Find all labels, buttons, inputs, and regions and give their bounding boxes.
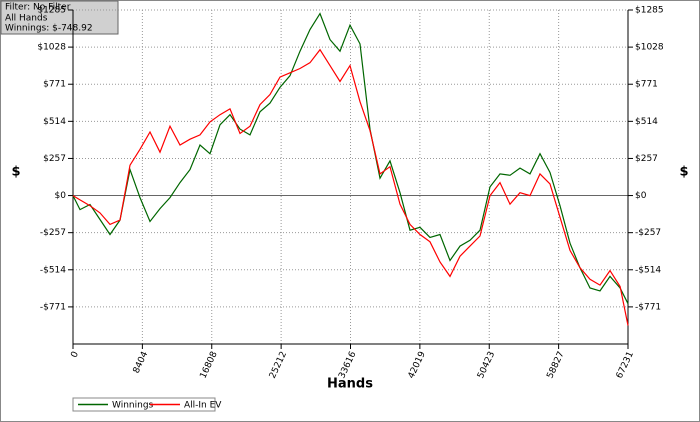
info-line: Filter: No Filter [5, 3, 71, 13]
y2-tick-label: $771 [635, 80, 658, 90]
y2-tick-label: $514 [635, 117, 658, 127]
y-axis-title: $ [11, 165, 20, 180]
y2-tick-label: -$514 [635, 265, 661, 275]
y2-tick-label: $1028 [635, 43, 664, 53]
legend-label: Winnings [112, 401, 154, 411]
y2-tick-label: -$771 [635, 302, 661, 312]
y-tick-label: -$257 [40, 228, 66, 238]
y2-tick-label: $0 [635, 191, 647, 201]
y-tick-label: $1028 [37, 43, 66, 53]
y-tick-label: $1285 [37, 6, 66, 16]
info-box [0, 0, 119, 35]
x-tick-label: 0 [69, 350, 81, 360]
legend-box [72, 397, 216, 412]
x-axis-title: Hands [327, 377, 373, 392]
y2-axis-title: $ [679, 165, 688, 180]
y2-tick-label: $257 [635, 154, 658, 164]
y-tick-label: -$514 [40, 265, 66, 275]
info-line: All Hands [5, 14, 48, 24]
y-tick-label: $771 [43, 80, 66, 90]
y-tick-label: -$771 [40, 302, 66, 312]
y2-tick-label: $1285 [635, 6, 664, 16]
y-tick-label: $257 [43, 154, 66, 164]
legend-label: All-In EV [184, 401, 222, 411]
y-tick-label: $0 [55, 191, 67, 201]
series-line [72, 48, 629, 326]
info-line: Winnings: $-748.92 [5, 24, 93, 34]
series-line [72, 12, 629, 304]
y2-tick-label: -$257 [635, 228, 661, 238]
y-tick-label: $514 [43, 117, 66, 127]
